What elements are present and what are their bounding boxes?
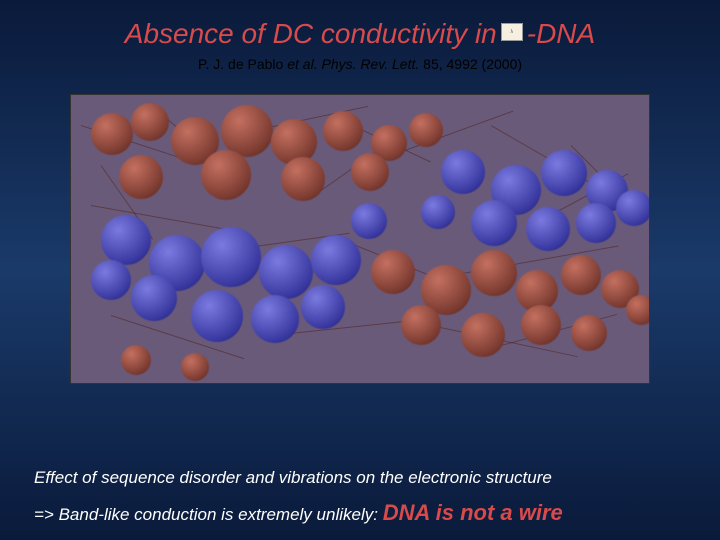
blob-blue [251,295,299,343]
lambda-badge-icon: λ [501,23,523,41]
blob-red [521,305,561,345]
blob-red [571,315,607,351]
blob-blue [421,195,455,229]
blob-blue [351,203,387,239]
molecule-figure [70,94,650,384]
blob-blue [616,190,650,226]
footer-punch: DNA is not a wire [383,500,563,525]
blob-red [471,250,517,296]
citation-author: P. J. de Pablo [198,56,283,72]
slide-title: Absence of DC conductivity in λ -DNA [125,18,595,50]
blob-red [119,155,163,199]
blob-blue [541,150,587,196]
citation-volpages: 85, 4992 (2000) [423,56,522,72]
blob-red [461,313,505,357]
blob-red [323,111,363,151]
footer-lead: => Band-like conduction is extremely unl… [34,505,383,524]
blob-red [201,150,251,200]
blob-red [281,157,325,201]
blob-blue [441,150,485,194]
blob-blue [101,215,151,265]
molecule-canvas [71,95,649,383]
blob-red [351,153,389,191]
citation-journal: Phys. Rev. Lett. [321,56,419,72]
blob-red [181,353,209,381]
blob-blue [576,203,616,243]
blob-blue [131,275,177,321]
footer-line2: => Band-like conduction is extremely unl… [34,500,686,526]
blob-blue [201,227,261,287]
blob-red [626,295,650,325]
blob-blue [259,245,313,299]
citation-etal: et al. [287,56,317,72]
blob-red [121,345,151,375]
blob-red [371,250,415,294]
title-pre: Absence of DC conductivity in [125,18,497,50]
blob-blue [311,235,361,285]
footer-line1: Effect of sequence disorder and vibratio… [34,468,686,488]
blob-red [131,103,169,141]
blob-blue [471,200,517,246]
blob-red [561,255,601,295]
slide-root: Absence of DC conductivity in λ -DNA P. … [0,0,720,540]
blob-blue [191,290,243,342]
blob-blue [91,260,131,300]
blob-blue [301,285,345,329]
blob-red [91,113,133,155]
title-post: -DNA [527,18,595,50]
blob-red [401,305,441,345]
blob-red [409,113,443,147]
citation-line: P. J. de Pablo et al. Phys. Rev. Lett. 8… [198,56,522,72]
footer-block: Effect of sequence disorder and vibratio… [24,468,696,526]
blob-blue [526,207,570,251]
